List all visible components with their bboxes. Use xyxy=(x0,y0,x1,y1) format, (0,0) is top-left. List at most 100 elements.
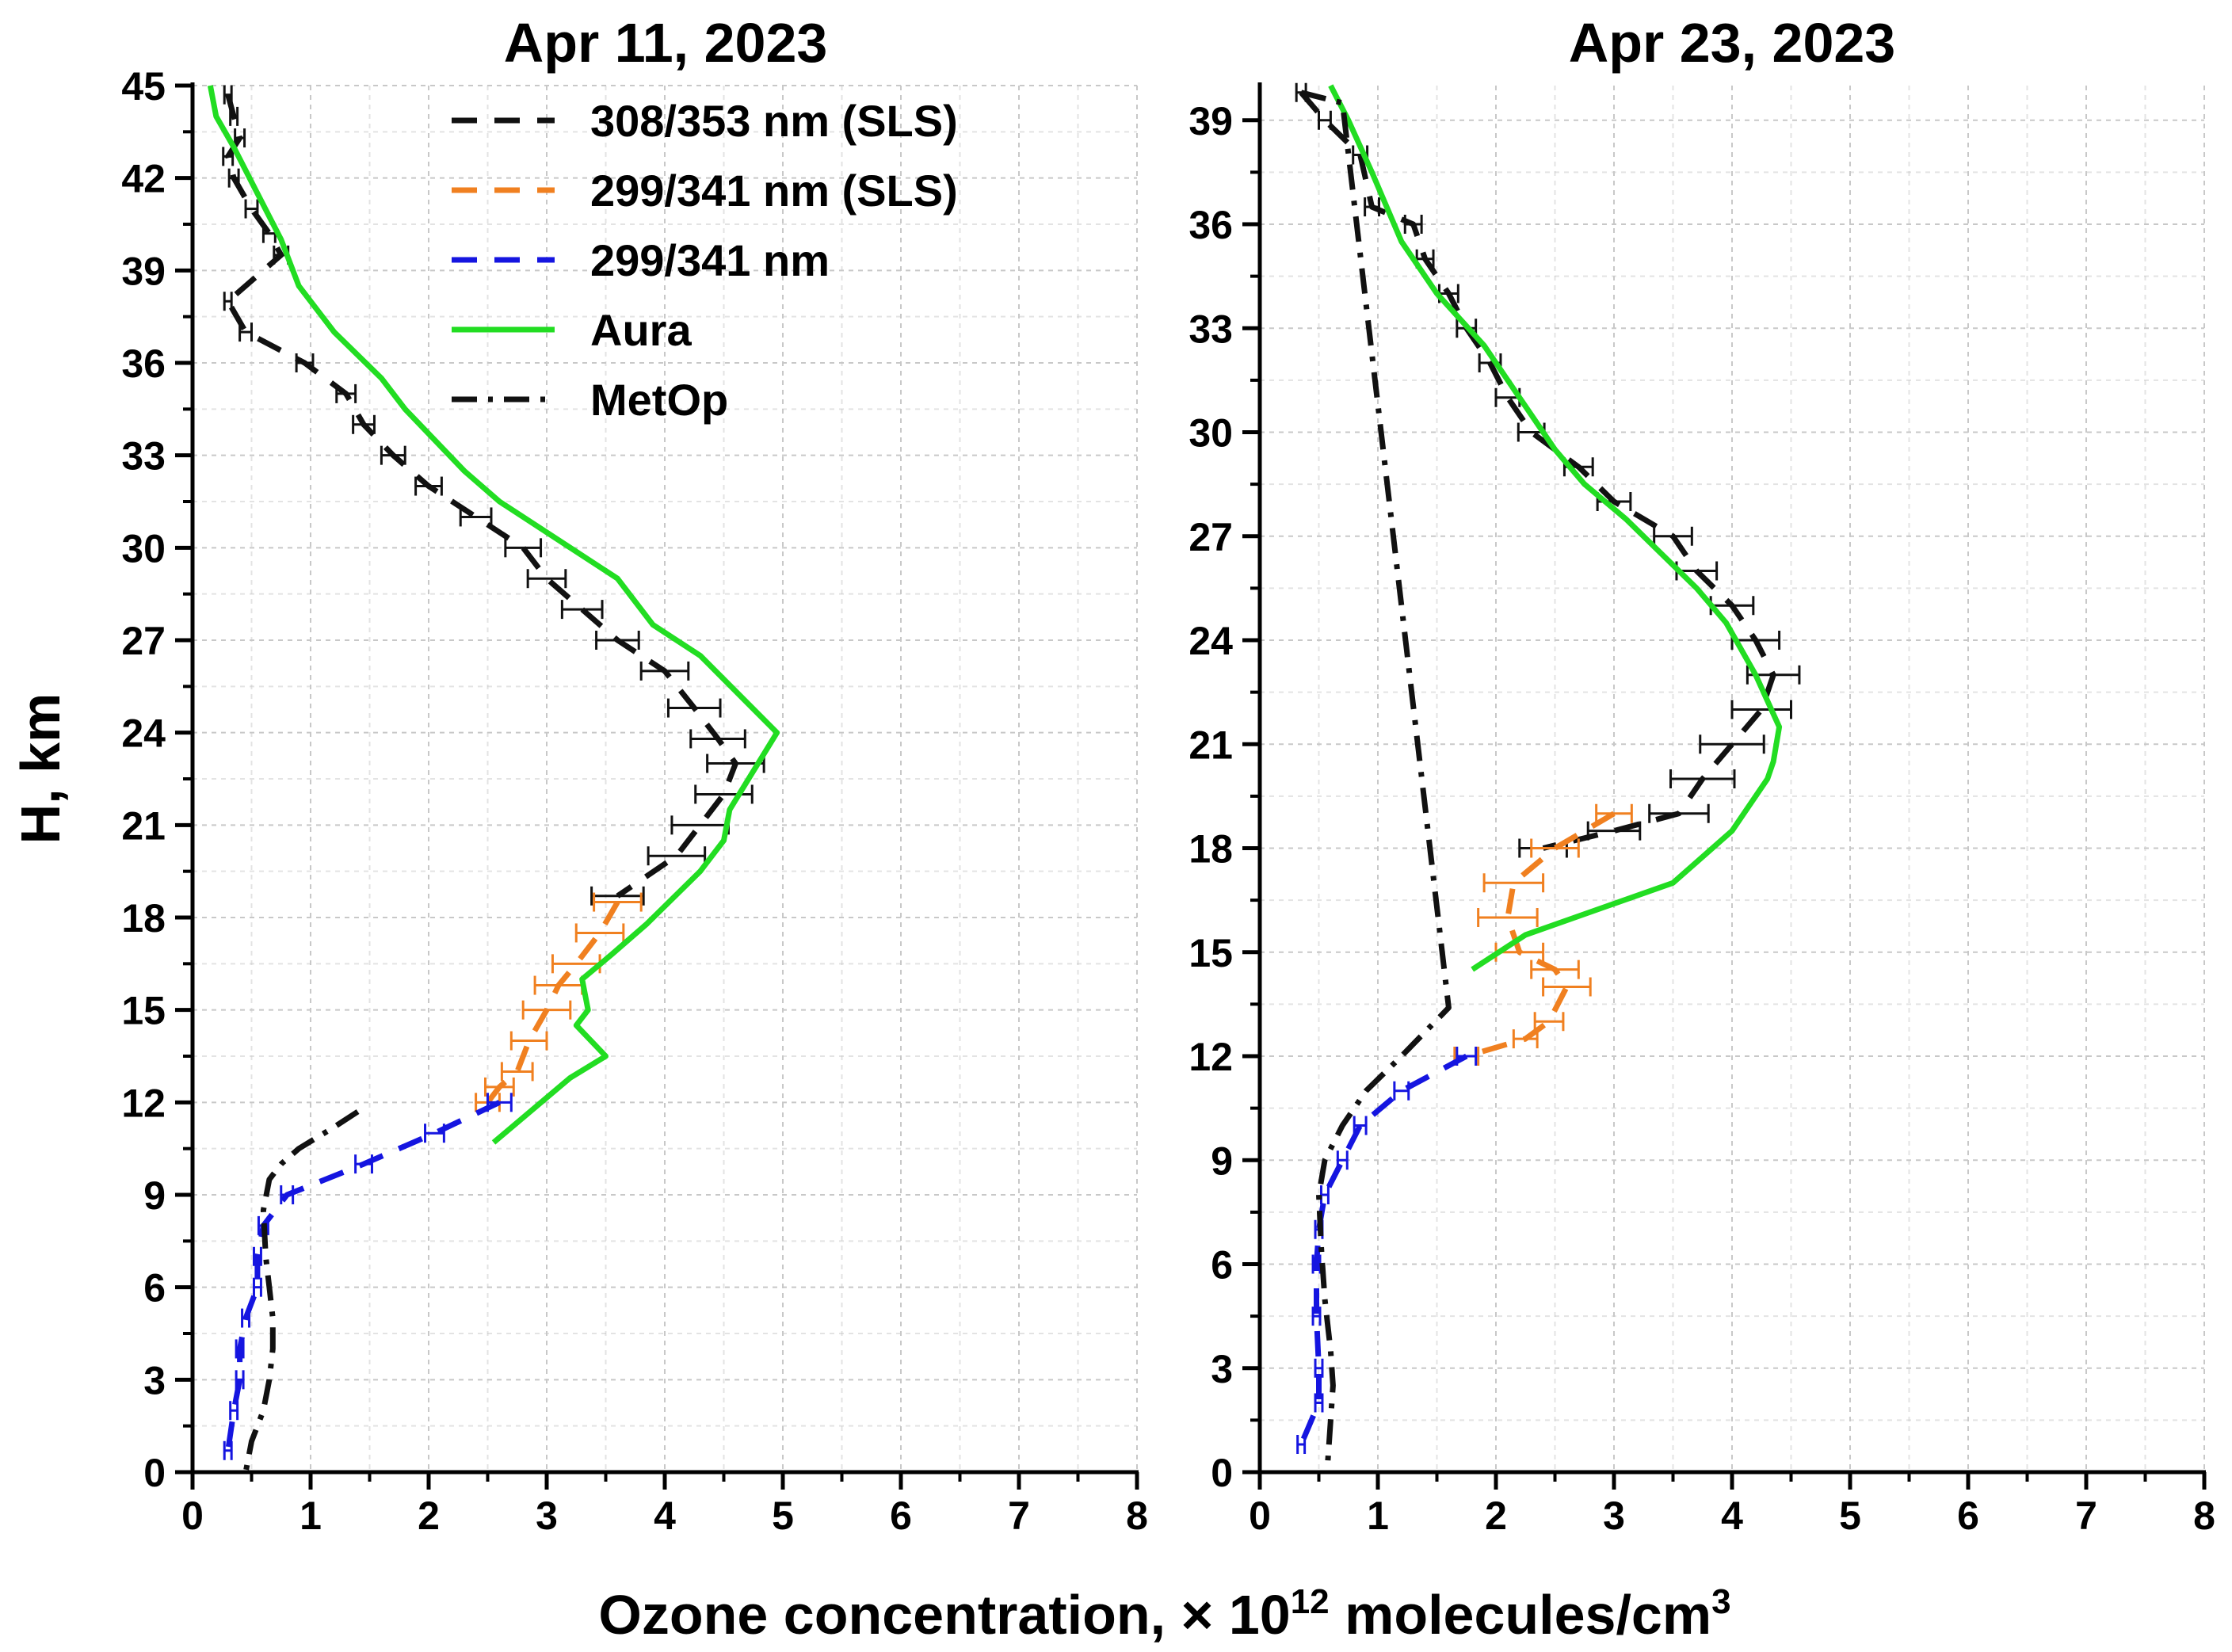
y-tick-label: 39 xyxy=(121,249,166,293)
error-bar xyxy=(1595,803,1633,823)
y-tick-label: 0 xyxy=(143,1451,166,1495)
x-tick-label: 3 xyxy=(536,1494,558,1538)
error-bar xyxy=(521,1000,572,1020)
error-bar xyxy=(1364,197,1380,217)
x-tick-label: 6 xyxy=(1957,1494,1979,1538)
error-bar xyxy=(670,815,730,835)
error-bar xyxy=(486,1093,513,1112)
series-aura xyxy=(207,85,780,1145)
y-tick-label: 9 xyxy=(143,1173,166,1218)
error-bar xyxy=(335,383,357,403)
error-bar xyxy=(1319,1185,1330,1204)
error-bar xyxy=(223,85,233,105)
y-tick-label: 21 xyxy=(121,803,166,848)
error-bar xyxy=(241,1308,251,1328)
y-tick-label: 21 xyxy=(1188,723,1233,767)
error-bar xyxy=(1542,977,1592,997)
x-tick-label: 0 xyxy=(181,1494,204,1538)
y-tick-label: 27 xyxy=(1188,515,1233,559)
chart-title: Apr 23, 2023 xyxy=(1569,12,1895,74)
series-line-sls308 xyxy=(225,93,738,898)
x-tick-label: 1 xyxy=(300,1494,322,1538)
y-tick-label: 12 xyxy=(1188,1035,1233,1079)
x-tick-label: 7 xyxy=(2075,1494,2097,1538)
y-axis-title: H, km xyxy=(10,693,71,845)
y-tick-label: 42 xyxy=(121,157,166,201)
error-bar xyxy=(1336,1150,1349,1170)
error-bar xyxy=(235,1339,245,1359)
y-tick-label: 6 xyxy=(143,1266,166,1311)
y-tick-label: 33 xyxy=(121,434,166,479)
y-tick-label: 9 xyxy=(1211,1139,1233,1183)
error-bar xyxy=(590,886,645,906)
x-tick-label: 5 xyxy=(1839,1494,1861,1538)
error-bar xyxy=(252,1246,262,1266)
x-tick-label: 1 xyxy=(1367,1494,1389,1538)
error-bar xyxy=(593,892,643,912)
series-sls308 xyxy=(222,85,765,906)
error-bar xyxy=(1311,1307,1322,1326)
error-bar xyxy=(647,846,707,866)
x-tick-label: 3 xyxy=(1603,1494,1625,1538)
error-bar xyxy=(509,1031,548,1051)
legend-item-metop: MetOp xyxy=(452,375,728,425)
error-bar xyxy=(1314,1358,1324,1378)
series-aura xyxy=(1328,84,1783,972)
x-tick-label: 6 xyxy=(890,1494,912,1538)
series-n299 xyxy=(223,1093,513,1460)
error-bar xyxy=(1530,838,1580,858)
series-line-n299 xyxy=(1298,1053,1468,1446)
error-bar xyxy=(1653,526,1693,546)
error-bar xyxy=(223,292,233,311)
error-bar xyxy=(235,1370,245,1390)
legend-label: 299/341 nm (SLS) xyxy=(590,166,958,216)
legend-label: Aura xyxy=(590,305,692,355)
x-tick-label: 4 xyxy=(654,1494,676,1538)
y-tick-label: 27 xyxy=(121,619,166,663)
error-bar xyxy=(227,168,240,188)
error-bar xyxy=(1353,1116,1368,1135)
y-tick-label: 24 xyxy=(121,712,166,756)
error-bar xyxy=(459,507,493,527)
y-tick-label: 30 xyxy=(121,526,166,570)
x-tick-label: 8 xyxy=(1126,1494,1148,1538)
error-bar xyxy=(223,1440,233,1460)
error-bar xyxy=(354,1154,373,1174)
error-bar xyxy=(694,784,754,804)
x-axis-title-main: Ozone concentration, × 10 xyxy=(598,1584,1290,1646)
legend-item-sls299: 299/341 nm (SLS) xyxy=(452,166,958,216)
legend-item-sls308: 308/353 nm (SLS) xyxy=(452,96,958,146)
error-bar xyxy=(1533,1012,1565,1032)
error-bar xyxy=(280,1185,295,1204)
error-bar xyxy=(1318,110,1332,130)
error-bar xyxy=(295,353,315,372)
error-bar xyxy=(504,538,543,558)
error-bar xyxy=(1530,960,1580,979)
error-bar xyxy=(1730,700,1792,719)
y-tick-label: 45 xyxy=(121,64,166,109)
y-tick-label: 3 xyxy=(143,1358,166,1402)
y-tick-label: 24 xyxy=(1188,619,1233,663)
error-bar xyxy=(229,106,239,126)
error-bar xyxy=(1296,1435,1307,1454)
y-tick-label: 15 xyxy=(1188,931,1233,975)
series-line-n299 xyxy=(225,1100,501,1452)
y-tick-label: 0 xyxy=(1211,1451,1233,1495)
legend: 308/353 nm (SLS) 299/341 nm (SLS) 299/341 … xyxy=(452,96,958,425)
error-bar xyxy=(1456,1047,1478,1066)
error-bar xyxy=(414,476,443,496)
error-bar xyxy=(1648,803,1710,823)
error-bar xyxy=(500,1062,534,1082)
legend-item-n299: 299/341 nm xyxy=(452,235,830,285)
y-tick-label: 6 xyxy=(1211,1243,1233,1288)
series-metop xyxy=(1300,90,1452,1473)
error-bar xyxy=(1699,734,1765,754)
error-bar xyxy=(380,445,406,465)
series-sls299 xyxy=(475,892,643,1112)
error-bar xyxy=(1669,769,1736,788)
y-tick-label: 39 xyxy=(1188,99,1233,143)
error-bar xyxy=(1586,821,1642,841)
legend-label: 299/341 nm xyxy=(590,235,830,285)
error-bar xyxy=(1393,1081,1410,1101)
